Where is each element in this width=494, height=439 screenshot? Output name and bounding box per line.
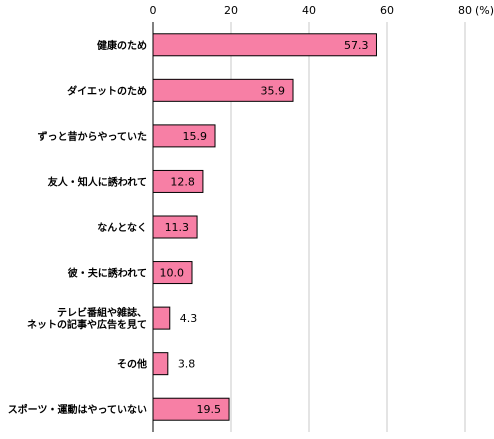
category-label: 彼・夫に誘われて bbox=[68, 267, 147, 280]
category-label: 健康のため bbox=[97, 39, 147, 52]
x-tick-label: 0 bbox=[150, 4, 157, 17]
bar bbox=[152, 306, 171, 330]
x-axis-unit: (%) bbox=[475, 4, 494, 17]
data-label: 4.3 bbox=[180, 312, 198, 325]
data-label: 3.8 bbox=[178, 358, 196, 371]
data-label: 15.9 bbox=[183, 130, 208, 143]
bars: 57.3 35.9 15.9 12.8 11.3 10.0 4.3 3.8 19.5 bbox=[152, 33, 377, 421]
category-label: テレビ番組や雑誌、 bbox=[57, 306, 147, 319]
x-tick-label: 60 bbox=[380, 4, 394, 17]
x-axis-ticks: 0 20 40 60 80 bbox=[150, 4, 473, 17]
x-tick-label: 20 bbox=[224, 4, 238, 17]
category-labels: 健康のためダイエットのためずっと昔からやっていた友人・知人に誘われてなんとなく彼… bbox=[8, 39, 147, 416]
x-tick-label: 40 bbox=[302, 4, 316, 17]
category-label: 友人・知人に誘われて bbox=[48, 175, 147, 188]
data-label: 12.8 bbox=[170, 175, 195, 188]
category-label: ネットの記事や広告を見て bbox=[27, 318, 147, 331]
category-label: その他 bbox=[117, 358, 147, 371]
category-label: ずっと昔からやっていた bbox=[38, 130, 148, 143]
x-tick-label: 80 bbox=[458, 4, 472, 17]
category-label: ダイエットのため bbox=[67, 84, 147, 97]
category-label: なんとなく bbox=[97, 222, 147, 234]
data-label: 57.3 bbox=[344, 39, 369, 52]
data-label: 11.3 bbox=[165, 221, 190, 234]
data-label: 10.0 bbox=[160, 267, 185, 280]
data-label: 35.9 bbox=[261, 84, 286, 97]
category-label: スポーツ・運動はやっていない bbox=[8, 403, 147, 416]
gridlines bbox=[230, 22, 466, 432]
bar bbox=[152, 352, 169, 376]
data-label: 19.5 bbox=[197, 403, 222, 416]
bar bbox=[152, 33, 377, 57]
